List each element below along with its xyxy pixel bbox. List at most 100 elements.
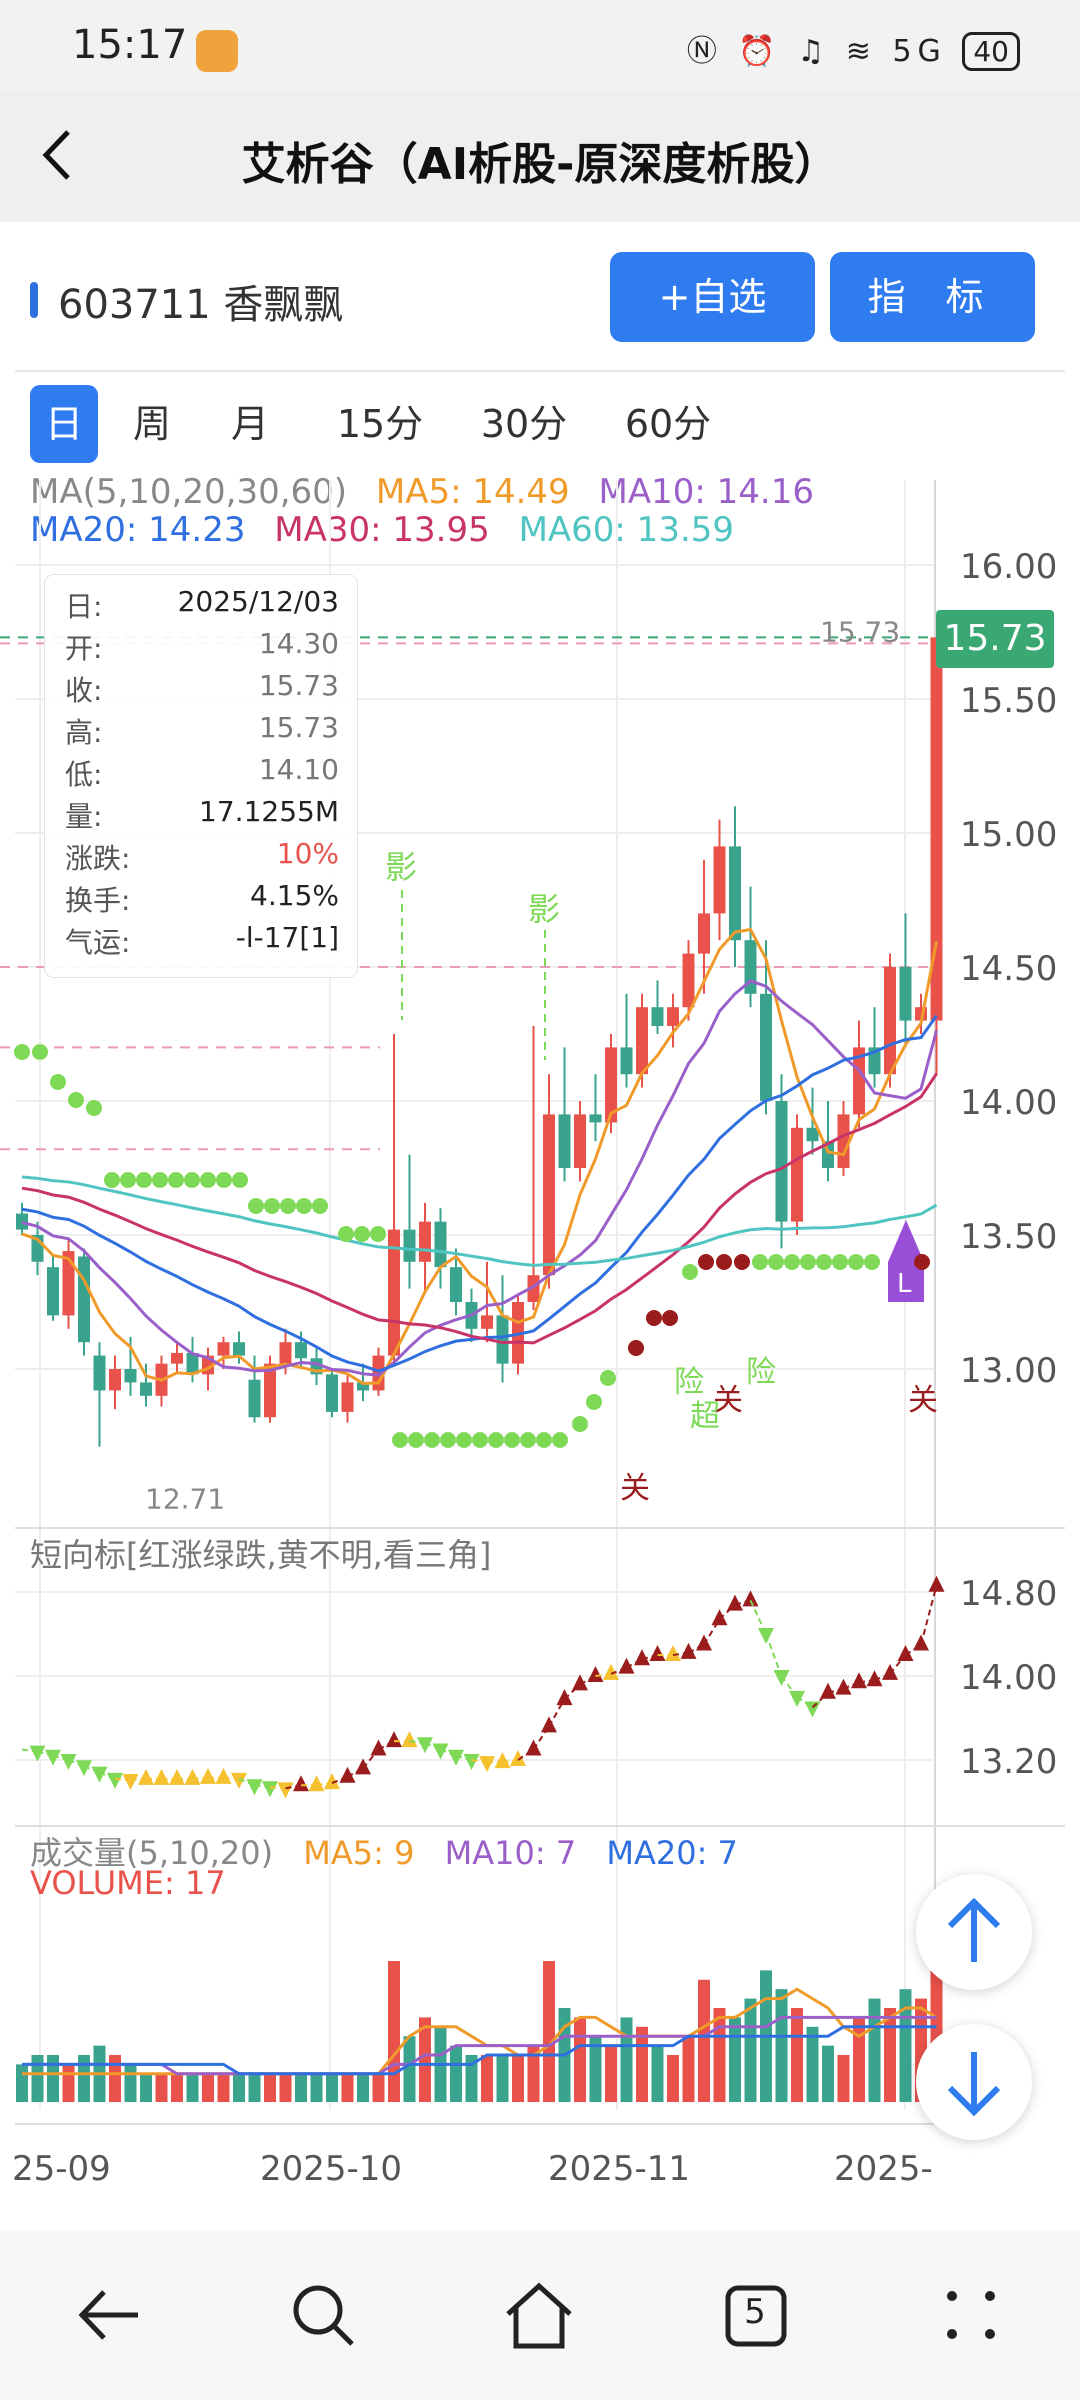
short-indicator-triangle	[928, 1575, 945, 1592]
candle-body	[217, 1342, 230, 1356]
volume-bar	[450, 2045, 462, 2102]
tab-30min[interactable]: 30分	[480, 402, 568, 446]
nav-menu-icon[interactable]	[926, 2270, 1016, 2360]
volume-bar	[264, 2073, 276, 2102]
ma-legend-row2: MA20: 14.23 MA30: 13.95 MA60: 13.59	[30, 510, 734, 550]
short-indicator-triangle	[665, 1645, 681, 1661]
tab-60min[interactable]: 60分	[624, 402, 712, 446]
candle-body	[341, 1382, 354, 1412]
volume-bar	[512, 2055, 524, 2102]
candle-body	[698, 913, 710, 954]
short-indicator-triangle	[479, 1756, 495, 1773]
indicator-tick-label: 13.20	[960, 1742, 1057, 1782]
indicator-tick-label: 14.00	[960, 1658, 1057, 1698]
short-indicator-triangle	[742, 1590, 759, 1607]
ma-legend-name: MA(5,10,20,30,60)	[30, 472, 348, 512]
time-tick-label: 2025-10	[260, 2149, 402, 2189]
candle-body	[264, 1363, 276, 1418]
volume-bar	[651, 2045, 664, 2102]
close-marker: 关	[713, 1383, 743, 1418]
candle-body	[558, 1114, 571, 1168]
signal-dot	[50, 1074, 66, 1090]
short-indicator-triangle	[432, 1743, 449, 1760]
nav-search-icon[interactable]	[278, 2270, 368, 2360]
short-indicator-triangle	[107, 1772, 123, 1789]
signal-dot	[248, 1198, 264, 1214]
nav-home-icon[interactable]	[494, 2270, 584, 2360]
signal-dot	[734, 1254, 750, 1270]
nav-tabs-button[interactable]: 5	[710, 2270, 800, 2360]
volume-bar	[481, 2055, 493, 2102]
signal-dot	[14, 1044, 30, 1060]
signal-dot	[716, 1254, 732, 1270]
short-indicator-triangle	[572, 1674, 588, 1691]
candle-body	[326, 1374, 338, 1412]
candle-body	[527, 1275, 540, 1302]
status-bar: 15:17 Ⓝ ⏰ ♫ ≋ 5G 40	[0, 0, 1080, 90]
kline-chart[interactable]: 16.00 15.50 15.00 14.50 14.00 13.50 13.00 15.73…	[0, 470, 1080, 2230]
scroll-down-button[interactable]	[916, 2024, 1032, 2140]
candle-body	[16, 1213, 28, 1230]
candle-body	[837, 1114, 850, 1168]
signal-dot	[914, 1254, 930, 1270]
volume-bar	[310, 2073, 323, 2102]
tab-15min[interactable]: 15分	[336, 402, 424, 446]
nav-back-icon[interactable]	[64, 2270, 154, 2360]
high-price-label: 15.73	[820, 615, 900, 648]
volume-bar	[822, 2045, 834, 2102]
back-arrow-icon[interactable]	[30, 120, 90, 190]
scroll-up-button[interactable]	[916, 1874, 1032, 1990]
signal-dot	[800, 1254, 816, 1270]
candle-body	[806, 1127, 819, 1142]
candle-body	[233, 1342, 245, 1356]
volume-bar	[837, 2055, 850, 2102]
tooltip-high-label: 高:	[65, 716, 103, 749]
volume-bar	[295, 2073, 307, 2102]
candle-body	[589, 1114, 602, 1123]
signal-dot	[682, 1264, 698, 1280]
tab-day[interactable]: 日	[30, 385, 98, 463]
indicator-tick-label: 14.80	[960, 1574, 1057, 1614]
candle-body	[574, 1114, 586, 1168]
short-indicator-triangle	[355, 1758, 371, 1775]
short-indicator-triangle	[29, 1745, 46, 1762]
battery-icon: 40	[962, 32, 1020, 71]
short-indicator-triangle	[169, 1768, 185, 1785]
signal-dot	[280, 1198, 296, 1214]
short-indicator-triangle	[401, 1731, 418, 1748]
signal-dot	[232, 1172, 248, 1188]
bottom-nav: 5	[0, 2230, 1080, 2400]
signal-dot	[628, 1340, 644, 1356]
signal-dot	[296, 1198, 312, 1214]
ma5-line	[21, 927, 938, 1385]
volume-bar	[62, 2064, 75, 2102]
indicator-button[interactable]: 指 标	[830, 252, 1035, 342]
tooltip-volume-value: 17.1255M	[199, 795, 339, 828]
signal-dot	[768, 1254, 784, 1270]
volume-bar	[124, 2064, 137, 2102]
candle-body	[884, 967, 896, 1075]
short-indicator-triangle	[866, 1670, 883, 1687]
volume-bar	[419, 2017, 431, 2102]
title-bar: 艾析谷（AI析股-原深度析股）	[0, 90, 1080, 222]
tab-week[interactable]: 周	[132, 402, 171, 446]
volume-legend-row1: 成交量(5,10,20) MA5: 9 MA10: 7 MA20: 7	[30, 1828, 738, 1874]
tab-month[interactable]: 月	[230, 402, 269, 446]
add-watchlist-button[interactable]: +自选	[610, 252, 815, 342]
tooltip-high-value: 15.73	[258, 711, 339, 744]
tooltip-open-value: 14.30	[258, 627, 339, 660]
L-marker-triangle	[888, 1220, 924, 1262]
signal-dot	[104, 1172, 120, 1188]
short-indicator-triangle	[882, 1663, 898, 1680]
signal-dot	[816, 1254, 832, 1270]
volume-bar	[667, 2055, 679, 2102]
last-price-tag: 15.73	[936, 610, 1054, 668]
short-indicator-triangle	[122, 1773, 139, 1790]
candle-body	[729, 846, 741, 941]
volume-bar	[140, 2073, 152, 2102]
vol-ma5-value: MA5: 9	[303, 1834, 415, 1872]
candle-body	[450, 1267, 462, 1302]
volume-bar	[31, 2055, 44, 2102]
tooltip-change-value: 10%	[276, 837, 339, 870]
candle-body	[899, 967, 912, 1021]
